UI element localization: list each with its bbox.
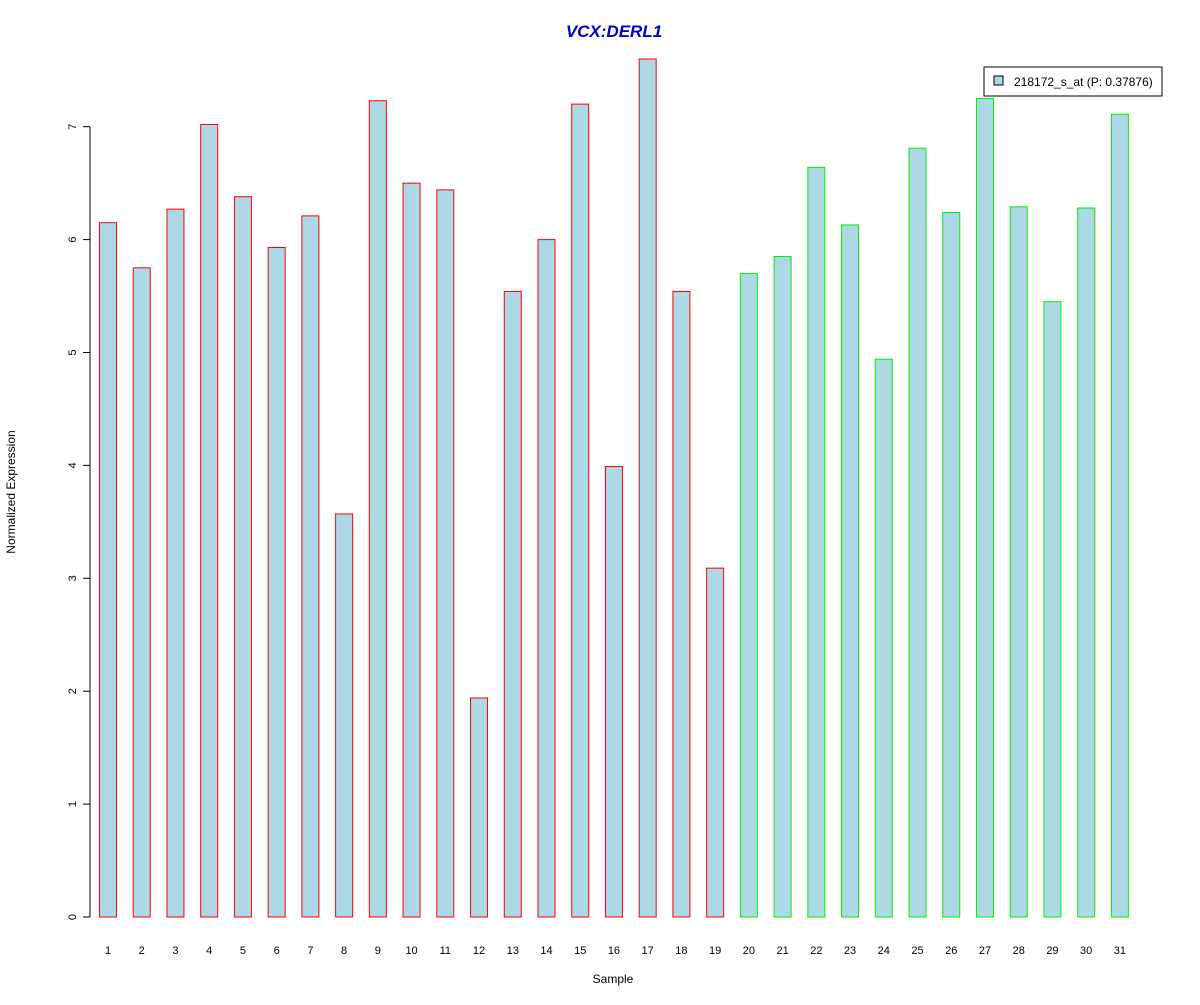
bar-sample-15: [571, 103, 590, 918]
x-tick-label: 23: [844, 945, 856, 957]
bar-sample-3: [166, 208, 185, 918]
y-tick-label: 3: [67, 575, 79, 581]
bar-sample-17: [638, 58, 657, 918]
x-tick-label: 3: [172, 945, 178, 957]
bar-sample-14: [537, 239, 556, 918]
x-tick-label: 12: [473, 945, 485, 957]
bar-sample-11: [436, 189, 455, 918]
bar-sample-29: [1043, 301, 1062, 918]
bar-sample-22: [807, 166, 826, 918]
x-axis-label: Sample: [593, 972, 634, 986]
x-tick-label: 14: [540, 945, 552, 957]
x-axis-tick-labels: 1 2 3 4 5 6 7 8 9 10 11 12 13 14 15 16 17 18 19 20 21 22 23 24 2…: [105, 945, 1126, 957]
x-tick-label: 31: [1114, 945, 1126, 957]
bar-sample-4: [200, 123, 219, 918]
bar-sample-12: [470, 697, 489, 918]
x-tick-label: 1: [105, 945, 111, 957]
y-tick-label: 7: [67, 124, 79, 130]
x-tick-label: 10: [405, 945, 417, 957]
chart-title: VCX:DERL1: [566, 22, 662, 41]
bar-sample-5: [233, 196, 252, 918]
y-axis-label: Normalized Expression: [4, 430, 18, 553]
bar-sample-30: [1077, 207, 1096, 918]
y-tick-label: 6: [67, 237, 79, 243]
x-tick-label: 2: [139, 945, 145, 957]
x-tick-label: 11: [440, 945, 451, 957]
x-tick-label: 8: [341, 945, 347, 957]
x-tick-label: 22: [810, 945, 822, 957]
bar-sample-28: [1009, 206, 1028, 918]
bar-sample-21: [773, 256, 792, 918]
bar-sample-31: [1110, 113, 1129, 918]
bar-sample-2: [132, 267, 151, 918]
x-tick-label: 20: [743, 945, 755, 957]
x-tick-label: 28: [1013, 945, 1025, 957]
y-tick-label: 4: [67, 462, 79, 468]
bar-sample-10: [402, 182, 421, 918]
y-tick-label: 2: [67, 688, 79, 694]
y-axis: 0 1 2 3 4 5 6 7: [67, 124, 91, 920]
y-tick-label: 0: [67, 914, 79, 920]
bar-sample-18: [672, 291, 691, 918]
legend: 218172_s_at (P: 0.37876): [983, 66, 1163, 97]
x-tick-label: 25: [911, 945, 923, 957]
bar-sample-9: [368, 100, 387, 918]
x-tick-label: 17: [642, 945, 654, 957]
bar-sample-26: [942, 212, 961, 918]
x-tick-label: 29: [1046, 945, 1058, 957]
y-tick-label: 5: [67, 349, 79, 355]
legend-entry-label: 218172_s_at (P: 0.37876): [1014, 75, 1153, 89]
bar-sample-23: [841, 224, 860, 918]
x-tick-label: 7: [307, 945, 313, 957]
bar-series: [99, 58, 1129, 918]
bar-sample-25: [908, 147, 927, 918]
bar-sample-19: [706, 567, 725, 918]
bar-sample-16: [604, 466, 623, 918]
bar-sample-24: [874, 358, 893, 918]
x-tick-label: 15: [574, 945, 586, 957]
y-tick-label: 1: [67, 801, 79, 807]
bar-sample-6: [267, 247, 286, 918]
x-tick-label: 27: [979, 945, 991, 957]
x-tick-label: 13: [507, 945, 519, 957]
bar-sample-7: [301, 215, 320, 918]
x-tick-label: 24: [878, 945, 890, 957]
x-tick-label: 4: [206, 945, 212, 957]
x-tick-label: 30: [1080, 945, 1092, 957]
bar-sample-13: [503, 291, 522, 918]
x-tick-label: 21: [776, 945, 788, 957]
x-tick-label: 19: [709, 945, 721, 957]
x-tick-label: 5: [240, 945, 246, 957]
x-tick-label: 26: [945, 945, 957, 957]
bar-sample-1: [99, 222, 117, 918]
x-tick-label: 9: [375, 945, 381, 957]
bar-sample-8: [335, 513, 354, 918]
x-tick-label: 6: [274, 945, 280, 957]
x-tick-label: 18: [675, 945, 687, 957]
bar-sample-27: [975, 97, 994, 918]
legend-swatch: [993, 75, 1004, 86]
bar-sample-20: [739, 272, 758, 918]
x-tick-label: 16: [608, 945, 620, 957]
legend-box: [983, 66, 1163, 97]
